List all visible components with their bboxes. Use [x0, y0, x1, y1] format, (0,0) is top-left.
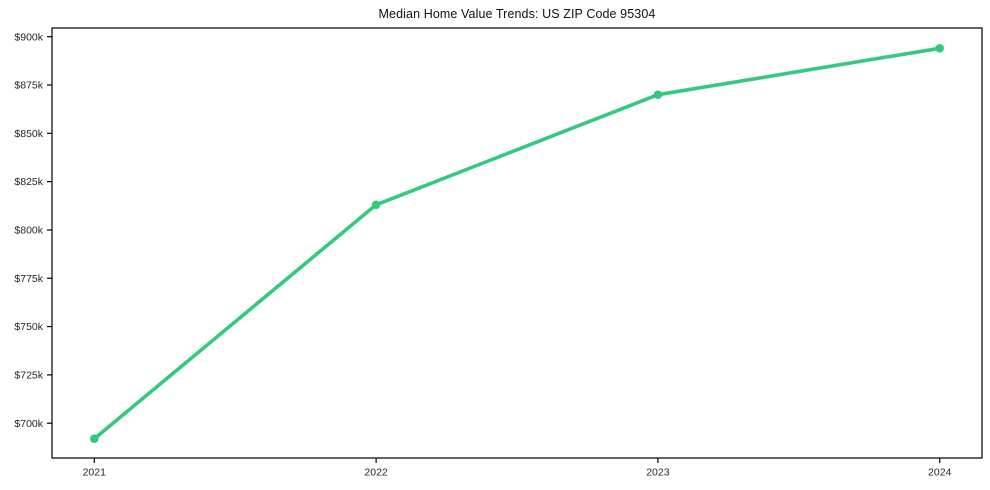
y-tick-label: $800k [14, 225, 43, 237]
y-tick-label: $825k [14, 176, 43, 188]
series-line [92, 46, 942, 441]
y-tick-label: $850k [14, 128, 43, 140]
x-tick-label: 2021 [83, 467, 107, 479]
y-tick-label: $750k [14, 321, 43, 333]
chart-title: Median Home Value Trends: US ZIP Code 95… [378, 7, 656, 21]
x-tick-label: 2022 [364, 467, 388, 479]
data-point-marker [90, 434, 99, 444]
y-tick-label: $700k [14, 418, 43, 430]
data-point-marker [653, 90, 663, 99]
y-tick-label: $775k [14, 273, 43, 285]
x-tick-label: 2023 [646, 467, 670, 479]
x-tick-label: 2024 [928, 467, 952, 479]
y-tick-label: $875k [14, 80, 43, 92]
y-tick-label: $725k [14, 369, 43, 381]
plot-border [51, 27, 983, 459]
y-tick-label: $900k [14, 31, 43, 43]
data-point-marker [935, 44, 944, 53]
data-point-marker [371, 200, 381, 210]
